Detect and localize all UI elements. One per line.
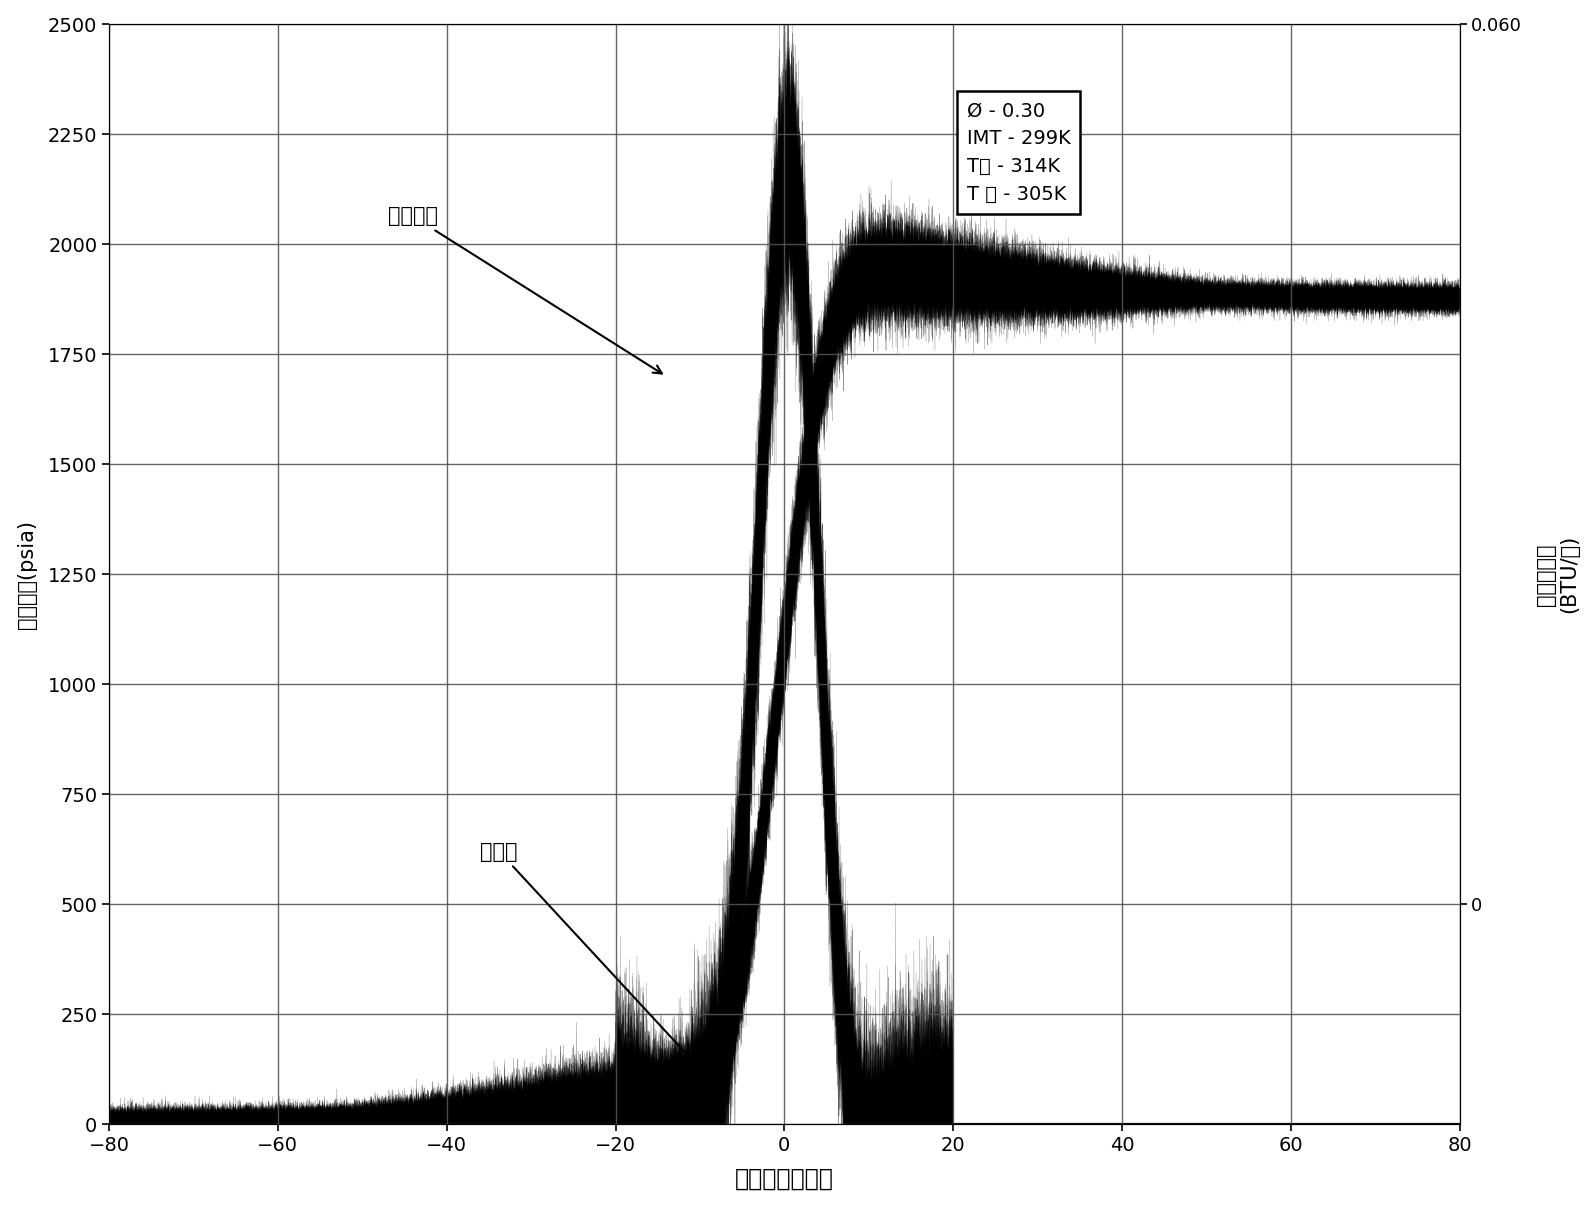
X-axis label: 曲柄转角（度）: 曲柄转角（度） (734, 1166, 833, 1190)
Text: Ø - 0.30
IMT - 299K
T油 - 314K
T 水 - 305K: Ø - 0.30 IMT - 299K T油 - 314K T 水 - 305K (967, 101, 1071, 204)
Text: 气缸压力: 气缸压力 (388, 206, 662, 373)
Y-axis label: 气缸压力(psia): 气缸压力(psia) (16, 520, 37, 629)
Y-axis label: 视在放热率
(BTU/度): 视在放热率 (BTU/度) (1535, 535, 1580, 613)
Text: 放热率: 放热率 (480, 841, 705, 1074)
